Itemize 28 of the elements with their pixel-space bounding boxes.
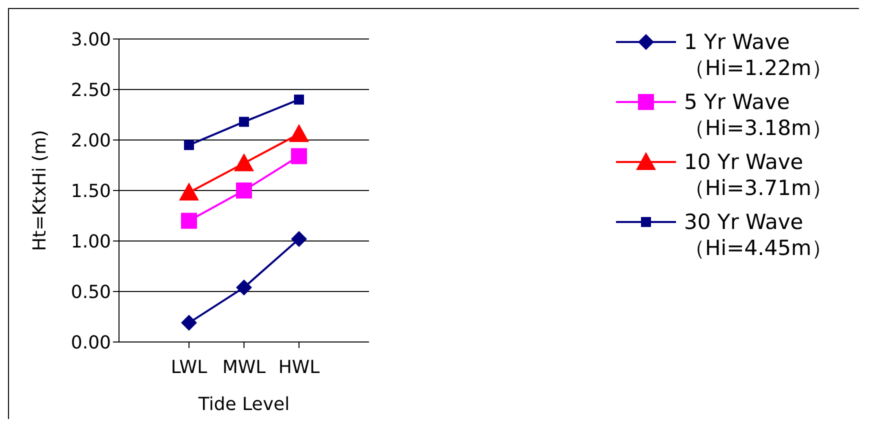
y-tick-label: 1.50 [70,180,111,202]
point [236,279,252,296]
point [181,212,197,229]
point [184,140,194,150]
x-tick-label: LWL [170,356,208,378]
x-tick-label: HWL [278,356,320,378]
legend-label: 1 Yr Wave （Hi=1.22m） [684,29,834,81]
y-axis-title: Ht=KtxHi (m) [29,130,50,252]
legend-label: 30 Yr Wave （Hi=4.45m） [684,209,834,261]
y-tick-label: 2.00 [70,130,111,152]
point [239,116,249,127]
point [291,230,307,247]
point [236,182,252,198]
point [234,153,254,172]
y-tick-label: 3.00 [70,29,111,50]
legend-label: 5 Yr Wave （Hi=3.18m） [684,89,834,141]
point [289,124,309,142]
y-tick-label: 0.00 [70,332,111,354]
x-axis-title: Tide Level [197,394,290,415]
x-tick-label: MWL [222,356,266,378]
point [294,94,304,105]
legend-label: 10 Yr Wave （Hi=3.71m） [684,149,834,201]
point [179,182,199,201]
point [291,148,307,164]
y-tick-label: 0.50 [70,282,111,303]
y-tick-label: 2.50 [70,80,111,101]
y-tick-label: 1.00 [70,231,111,252]
point [181,314,197,331]
